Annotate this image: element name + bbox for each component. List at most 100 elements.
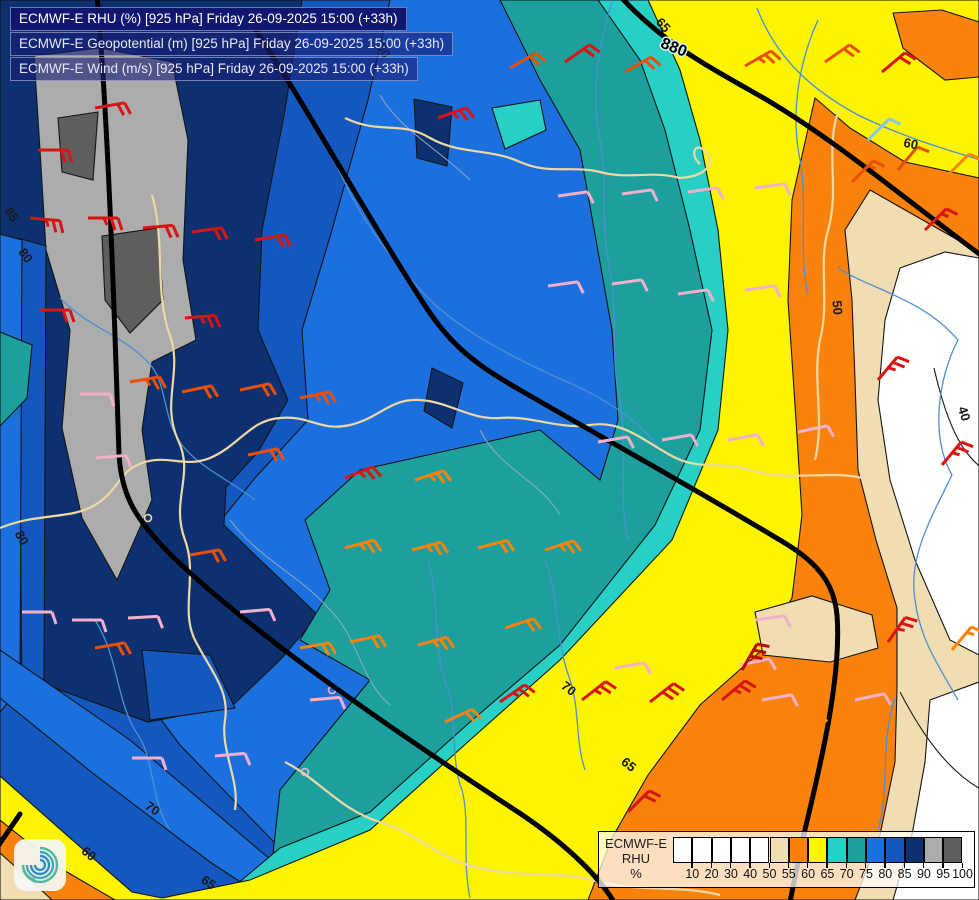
wind-barb [22,610,58,625]
legend-tick-label: 60 [801,867,816,881]
legend-title-param: RHU [621,851,651,866]
legend-tick [710,863,712,868]
wind-barb [791,711,829,730]
contour-labels-layer: 85808080656050407065706065880 [1,15,973,893]
region-patch-85-90 [423,367,464,429]
wind-barb [184,313,222,329]
wind-barb [417,635,456,651]
legend-tick-label: 85 [897,867,912,881]
wind-barb [191,226,229,241]
wind-barb [344,538,383,554]
wind-barb [509,51,547,70]
legend-tick-label: 30 [723,867,738,881]
legend-tick-label: 55 [781,867,796,881]
legend-cell [846,837,866,863]
legend-tick [922,863,925,868]
wind-barb [94,641,132,656]
legend: ECMWF-E RHU % 10 20 30 40 50 55 60 65 70 75 80 85 90… [598,831,975,888]
wind-barb [129,375,167,390]
legend-cell [943,837,963,863]
wind-barb [142,223,180,239]
wind-barb [564,43,601,64]
legend-tick [942,863,944,868]
legend-cell [808,837,828,863]
wind-barb [886,615,918,643]
wind-barb [254,233,292,248]
wind-barb [557,190,595,204]
legend-cell [711,837,731,863]
wind-barb [761,693,799,707]
legend-cell [788,837,809,863]
wind-barb [797,424,836,438]
wind-barb [866,117,902,142]
legend-color-scale: 10 20 30 40 50 55 60 65 70 75 80 85 90 95 100 [673,837,973,883]
legend-tick [691,863,693,868]
legend-cell [904,837,924,863]
legend-cell [769,837,789,863]
rivers [59,1,979,899]
wind-barb [127,614,164,629]
legend-tick-label: 50 [762,867,777,881]
city-marker [143,513,153,523]
legend-cell [750,837,770,863]
legend-title-model: ECMWF-E [604,836,668,851]
wind-barb [754,614,792,628]
legend-tick-label: 95 [936,867,951,881]
legend-tick [749,863,751,868]
wind-barb [189,548,227,563]
wind-barb [72,618,108,633]
wind-barb [923,207,959,232]
wind-barb [611,278,649,292]
wind-barb [309,695,347,710]
wind-barb [621,188,659,202]
wind-barb [950,625,979,651]
title-rhu: ECMWF-E RHU (%) [925 hPa] Friday 26-09-2… [10,7,407,31]
region-rhu-95-100 [57,111,99,181]
rhu-contour-label: 65 [198,872,218,893]
weather-app-spiral-logo [14,839,66,891]
wind-barb [132,756,168,771]
title-wind: ECMWF-E Wind (m/s) [925 hPa] Friday 26-0… [10,57,418,81]
wind-barb [626,789,662,814]
wind-barb [95,453,133,468]
legend-tick [729,863,732,868]
wind-barb [677,288,715,302]
wind-barb [876,355,910,381]
wind-barb [740,642,770,671]
wind-barbs-layer [22,43,979,814]
wind-barb [239,607,277,622]
wind-barb [444,707,482,724]
wind-barb [754,182,792,196]
region-island-50-55 [754,595,879,663]
wind-barb [744,49,782,68]
region-patch-65-70 [491,99,547,150]
legend-cell [673,837,693,863]
city-marker [300,767,310,777]
legend-cell [866,837,886,863]
legend-tick-label: 100 [952,867,973,881]
legend-tick-label: 80 [878,867,893,881]
legend-title-unit: % [630,866,642,881]
legend-cell [923,837,944,863]
legend-tick [961,863,963,868]
region-patch-55-60 [892,9,979,81]
wind-barb [547,280,585,294]
title-geopotential: ECMWF-E Geopotential (m) [925 hPa] Frida… [10,32,454,56]
legend-tick [884,863,886,868]
legend-tick-label: 75 [859,867,873,881]
legend-tick-label: 65 [820,867,835,881]
wind-barb [727,433,765,447]
legend-cell [827,837,847,863]
wind-barb [477,538,516,554]
legend-tick-label: 70 [839,867,854,881]
legend-tick [807,863,809,868]
region-patch-70-75 [0,331,33,427]
legend-tick-label: 40 [743,867,758,881]
wind-barb [411,540,450,556]
legend-cell [730,837,751,863]
rhu-contour-label: 80 [15,245,36,265]
legend-cell [885,837,905,863]
wind-barb [80,392,116,407]
